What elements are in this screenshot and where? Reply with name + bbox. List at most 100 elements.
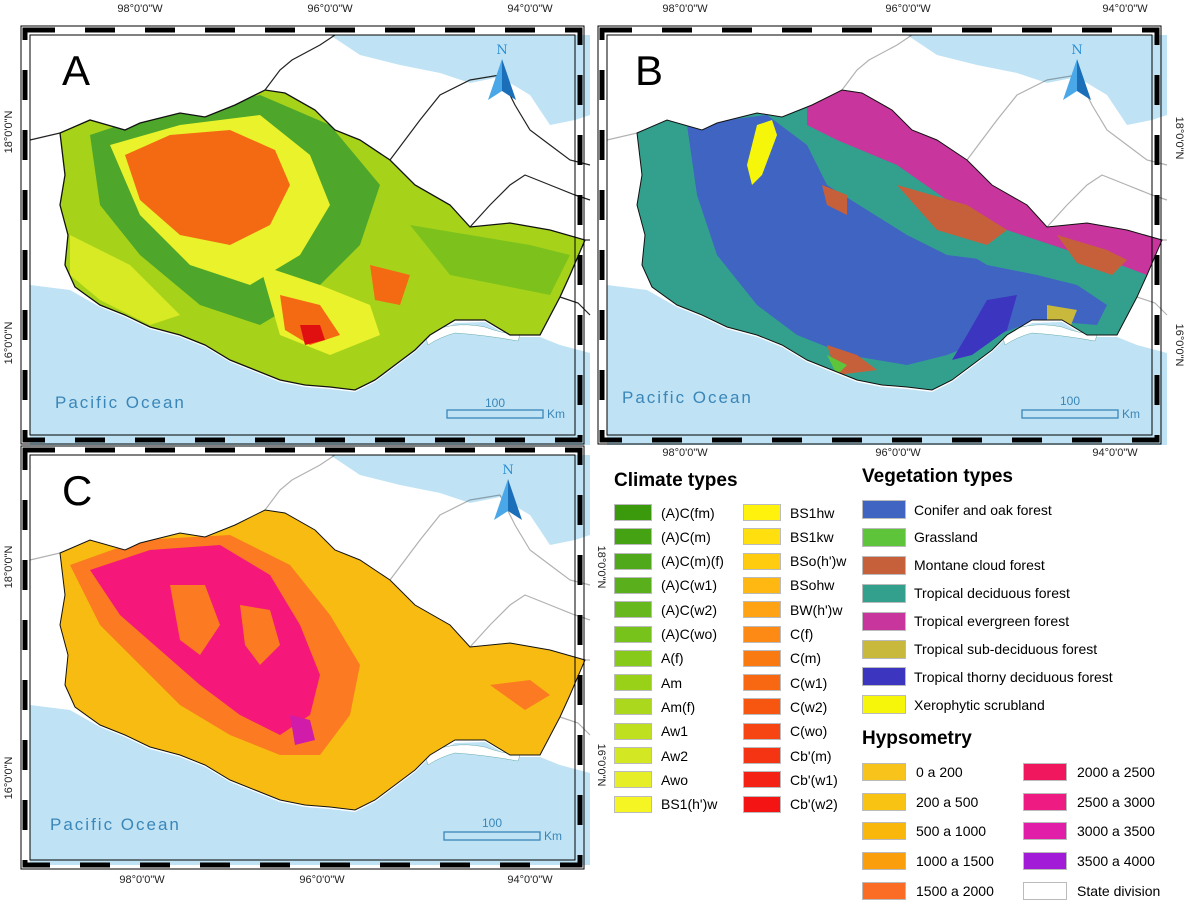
legend-item: Conifer and oak forest [862, 500, 1052, 519]
legend-label: Tropical evergreen forest [914, 613, 1070, 630]
legend-item: 500 a 1000 [862, 822, 987, 841]
lon-label: 98°0'0"W [662, 3, 708, 15]
lon-label: 98°0'0"W [119, 874, 165, 886]
north-arrow-a: N [488, 43, 516, 100]
legend-swatch [614, 649, 652, 667]
legend-item: 1000 a 1500 [862, 852, 994, 871]
lat-label: 18°0'0"N [595, 546, 607, 589]
legend-label: 2500 a 3000 [1077, 793, 1155, 810]
legend-swatch [614, 528, 652, 546]
legend-swatch [1023, 852, 1067, 871]
legend-swatch [614, 722, 652, 740]
legend-label: A(f) [661, 650, 684, 667]
legend-item: 200 a 500 [862, 792, 979, 811]
panel-letter-b: B [635, 47, 663, 94]
ocean-label-b: Pacific Ocean [622, 388, 753, 407]
legend-label: Tropical sub-deciduous forest [914, 641, 1098, 657]
legend-swatch [614, 576, 652, 594]
legend-swatch [862, 527, 906, 547]
lat-label: 16°0'0"N [3, 322, 15, 365]
legend-swatch [743, 625, 781, 643]
svg-text:Km: Km [1122, 407, 1140, 421]
legend-label: BS1hw [790, 504, 835, 521]
legend-label: BS1(h')w [661, 796, 718, 813]
legend-label: 3500 a 4000 [1077, 853, 1155, 870]
legend-item: (A)C(m) [614, 528, 711, 546]
legend-swatch [614, 625, 652, 643]
legend-swatch [614, 747, 652, 764]
legend-label: C(w2) [790, 698, 828, 715]
legend-swatch [743, 698, 781, 716]
legend-swatch [614, 504, 652, 521]
legend-item: (A)C(w1) [614, 576, 717, 594]
legend-label: Awo [661, 771, 688, 788]
legend-swatch [614, 674, 652, 692]
scale-bar-a: 100 Km [446, 396, 565, 421]
legend-swatch [743, 504, 781, 521]
svg-text:100: 100 [1060, 394, 1080, 408]
legend-swatch [1023, 822, 1067, 841]
legend-label: Conifer and oak forest [914, 501, 1052, 518]
legend-swatch [862, 667, 906, 687]
legend-label: (A)C(w2) [661, 601, 717, 618]
legend-item: (A)C(m)(f) [614, 552, 724, 570]
legend-label: (A)C(m)(f) [661, 553, 724, 570]
legend-swatch [743, 528, 781, 546]
panel-a: A Pacific Ocean N 100 Km [20, 25, 591, 446]
lon-label: 96°0'0"W [875, 447, 921, 459]
legend-swatch [1023, 763, 1067, 781]
legend-swatch [1023, 792, 1067, 811]
legend-label: 500 a 1000 [916, 823, 987, 840]
legend-label: State division [1077, 882, 1161, 899]
legend-swatch [743, 552, 781, 570]
legend-label: BW(h')w [790, 601, 843, 618]
svg-text:N: N [1071, 43, 1082, 58]
legend-item: Am [614, 674, 682, 692]
legend-label: 3000 a 3500 [1077, 823, 1155, 840]
legend-swatch [743, 674, 781, 692]
legend-label: (A)C(wo) [661, 626, 717, 642]
legend-swatch [743, 576, 781, 594]
legend-label: Tropical thorny deciduous forest [914, 668, 1113, 685]
lat-label: 16°0'0"N [595, 744, 607, 787]
legend-swatch [862, 792, 906, 811]
legend-label: Aw2 [661, 747, 688, 764]
legend-label: Am(f) [661, 698, 696, 715]
legend-item: Cb'(w1) [743, 771, 838, 789]
legend-label: Xerophytic scrubland [914, 696, 1045, 713]
legend-item: Tropical evergreen forest [862, 611, 1070, 631]
legend-label: Cb'(w1) [790, 771, 838, 788]
legend-swatch [862, 555, 906, 575]
lat-label: 16°0'0"N [1173, 324, 1185, 367]
lon-label: 94°0'0"W [507, 874, 553, 886]
svg-text:N: N [496, 43, 507, 58]
legend-item: Aw1 [614, 722, 688, 740]
legend-swatch [743, 747, 781, 764]
legend-label: BS1kw [790, 528, 834, 545]
legend-swatch [743, 795, 781, 813]
legend-item: C(f) [743, 625, 813, 643]
lon-label: 96°0'0"W [299, 874, 345, 886]
panel-letter-a: A [62, 47, 90, 94]
legend-label: Montane cloud forest [914, 557, 1045, 574]
legend-swatch [614, 601, 652, 619]
lon-label: 98°0'0"W [117, 3, 163, 15]
legend-item: C(w2) [743, 698, 828, 716]
legend-item: BS1hw [743, 504, 834, 521]
ocean-label-a: Pacific Ocean [55, 393, 186, 412]
legend-label: (A)C(fm) [661, 504, 715, 521]
legend-item: (A)C(w2) [614, 601, 717, 619]
legend-label: BSo(h')w [790, 553, 847, 570]
legend-label: 200 a 500 [916, 793, 979, 810]
legend-label: Tropical deciduous forest [914, 585, 1070, 602]
legend-item: A(f) [614, 649, 684, 667]
legend-swatch [1023, 881, 1067, 900]
legend-label: BSohw [790, 577, 835, 594]
legend-swatch [862, 500, 906, 519]
lat-label: 18°0'0"N [1173, 117, 1185, 160]
lon-label: 96°0'0"W [307, 3, 353, 15]
legend-item: (A)C(wo) [614, 625, 717, 643]
climate-legend-title: Climate types [614, 470, 738, 491]
legend-label: (A)C(m) [661, 528, 711, 545]
